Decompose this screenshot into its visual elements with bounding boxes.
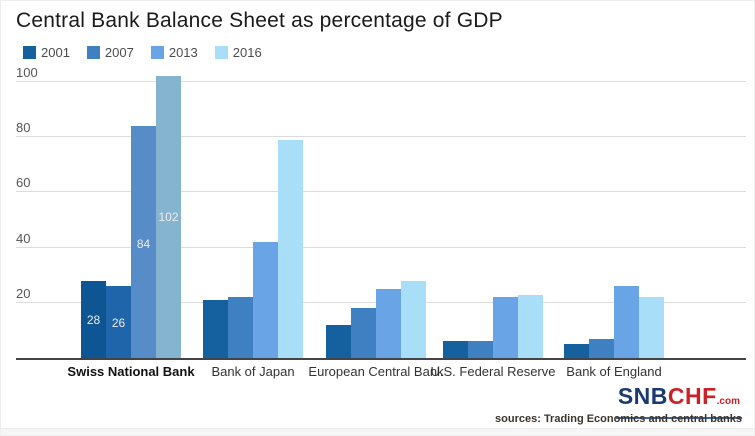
bar-european-central-bank-2016 xyxy=(401,281,426,358)
bar-u-s-federal-reserve-2013 xyxy=(493,297,518,358)
bar-swiss-national-bank-2016 xyxy=(156,76,181,358)
bar-bank-of-england-2007 xyxy=(589,339,614,358)
bar-value-label-28: 28 xyxy=(86,313,101,327)
legend-label-2001: 2001 xyxy=(41,45,70,60)
legend: 2001 2007 2013 2016 xyxy=(23,45,262,60)
legend-swatch-2007 xyxy=(86,46,100,59)
y-axis-tick-100: 100 xyxy=(16,65,38,80)
sources-text: sources: Trading Economics and central b… xyxy=(495,413,742,425)
gridline-40 xyxy=(16,246,746,248)
legend-item-2016: 2016 xyxy=(214,45,262,60)
legend-label-2016: 2016 xyxy=(232,45,262,60)
bar-bank-of-england-2001 xyxy=(564,344,589,358)
bar-european-central-bank-2001 xyxy=(326,325,351,358)
bar-bank-of-japan-2016 xyxy=(278,140,303,358)
y-axis-tick-60: 60 xyxy=(16,175,31,191)
logo-text-chf: CHF xyxy=(667,383,717,409)
legend-item-2007: 2007 xyxy=(86,45,134,60)
x-axis-label-bank-of-japan: Bank of Japan xyxy=(211,364,295,379)
gridline-80 xyxy=(16,136,746,138)
bottom-strip xyxy=(1,428,754,435)
legend-item-2001: 2001 xyxy=(23,45,70,60)
bar-value-label-84: 84 xyxy=(136,237,151,251)
legend-label-2007: 2007 xyxy=(104,45,134,60)
x-axis-label-european-central-bank: European Central Bank xyxy=(308,364,444,379)
bar-bank-of-japan-2013 xyxy=(253,242,278,358)
gridline-100 xyxy=(16,81,746,82)
legend-swatch-2016 xyxy=(214,46,228,59)
bar-bank-of-england-2013 xyxy=(614,286,639,358)
bar-u-s-federal-reserve-2016 xyxy=(518,295,543,358)
bar-u-s-federal-reserve-2001 xyxy=(443,341,468,358)
bar-bank-of-england-2016 xyxy=(639,297,664,358)
bar-european-central-bank-2013 xyxy=(376,289,401,358)
legend-label-2013: 2013 xyxy=(168,45,198,60)
bar-bank-of-japan-2001 xyxy=(203,300,228,358)
bar-value-label-26: 26 xyxy=(111,316,126,330)
y-axis-tick-80: 80 xyxy=(16,120,31,136)
y-axis-tick-20: 20 xyxy=(16,285,31,301)
gridline-60 xyxy=(16,191,746,193)
bar-swiss-national-bank-2007 xyxy=(106,286,131,358)
legend-swatch-2013 xyxy=(150,46,164,59)
plot-area: 20 40 60 80 100 Swiss National Bank Bank of Ja… xyxy=(16,66,746,379)
x-axis-label-swiss-national-bank: Swiss National Bank xyxy=(67,364,195,379)
logo-text-com: .com xyxy=(716,396,740,407)
bar-european-central-bank-2007 xyxy=(351,308,376,358)
x-axis-label-u-s-federal-reserve: U.S. Federal Reserve xyxy=(430,364,556,379)
bar-u-s-federal-reserve-2007 xyxy=(468,341,493,358)
bar-swiss-national-bank-2001 xyxy=(81,281,106,358)
bar-bank-of-japan-2007 xyxy=(228,297,253,358)
bar-value-label-102: 102 xyxy=(158,210,179,224)
bar-swiss-national-bank-2013 xyxy=(131,126,156,358)
snbchf-logo: SNBCHF.com xyxy=(615,383,742,419)
chart-title: Central Bank Balance Sheet as percentage… xyxy=(16,9,503,32)
y-axis-tick-40: 40 xyxy=(16,230,31,246)
legend-swatch-2001 xyxy=(23,46,36,59)
logo-text-snb: SNB xyxy=(617,383,668,409)
legend-item-2013: 2013 xyxy=(150,45,198,60)
x-axis-label-bank-of-england: Bank of England xyxy=(566,364,662,379)
